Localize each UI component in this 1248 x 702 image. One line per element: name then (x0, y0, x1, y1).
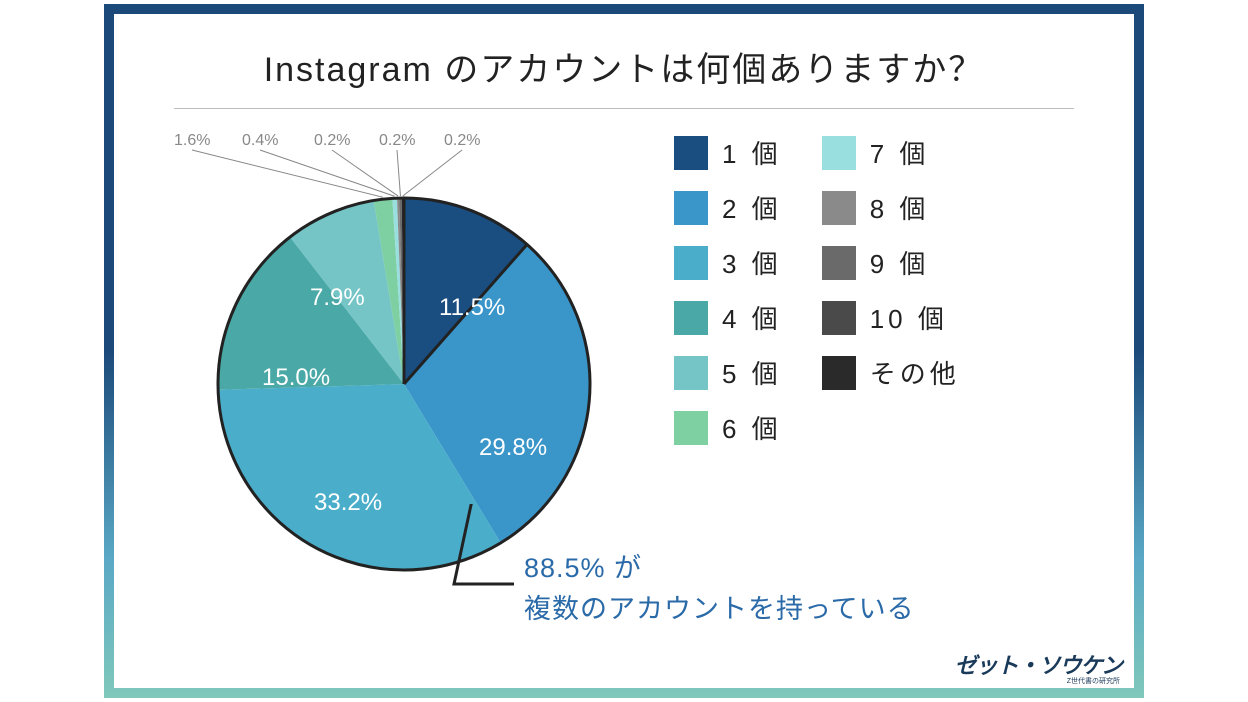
legend-swatch (674, 356, 708, 390)
legend-swatch (822, 191, 856, 225)
legend-label: 5 個 (722, 354, 782, 391)
legend-item: 3 個 (674, 244, 782, 281)
legend-swatch (674, 301, 708, 335)
pie-slice-label: 11.5% (439, 294, 505, 322)
legend-item: 9 個 (822, 244, 960, 281)
legend-item: 5 個 (674, 354, 782, 391)
legend-label: 2 個 (722, 189, 782, 226)
legend-label: 6 個 (722, 409, 782, 446)
legend-swatch (822, 356, 856, 390)
legend-item: 4 個 (674, 299, 782, 336)
legend-label: 7 個 (870, 134, 930, 171)
legend-swatch (822, 246, 856, 280)
legend-item: 7 個 (822, 134, 960, 171)
legend-item: 6 個 (674, 409, 782, 446)
pie-outside-label: 0.2% (379, 132, 415, 150)
legend-item: その他 (822, 354, 960, 391)
callout-line1: 88.5% が (524, 553, 642, 583)
legend-swatch (674, 136, 708, 170)
legend-swatch (674, 246, 708, 280)
legend-label: 4 個 (722, 299, 782, 336)
pie-slice-label: 15.0% (262, 364, 330, 392)
legend-item: 2 個 (674, 189, 782, 226)
legend-label: その他 (870, 354, 960, 391)
brand-subtitle: Z世代書の研究所 (1067, 676, 1120, 686)
title-divider (174, 108, 1074, 109)
chart-title: Instagram のアカウントは何個ありますか？ (114, 42, 1134, 91)
pie-outside-label: 0.2% (444, 132, 480, 150)
legend-label: 1 個 (722, 134, 782, 171)
legend-swatch (674, 411, 708, 445)
legend-swatch (822, 136, 856, 170)
pie-slice-label: 7.9% (310, 284, 365, 312)
legend-label: 9 個 (870, 244, 930, 281)
legend-label: 3 個 (722, 244, 782, 281)
legend-item: 1 個 (674, 134, 782, 171)
legend-label: 10 個 (870, 299, 948, 336)
legend-swatch (674, 191, 708, 225)
legend: 1 個 2 個 3 個 4 個 5 個 6 個 7 個 8 個 9 個 10 個その他 (674, 134, 1094, 446)
pie-slice-label: 29.8% (479, 434, 547, 462)
legend-column-2: 7 個 8 個 9 個 10 個その他 (822, 134, 960, 446)
legend-item: 10 個 (822, 299, 960, 336)
content-panel: Instagram のアカウントは何個ありますか？ 11.5%29.8%33.2… (114, 14, 1134, 688)
legend-label: 8 個 (870, 189, 930, 226)
callout-line2: 複数のアカウントを持っている (524, 594, 915, 624)
legend-column-1: 1 個 2 個 3 個 4 個 5 個 6 個 (674, 134, 782, 446)
legend-swatch (822, 301, 856, 335)
pie-outside-label: 0.2% (314, 132, 350, 150)
pie-outside-label: 0.4% (242, 132, 278, 150)
pie-outside-label: 1.6% (174, 132, 210, 150)
legend-item: 8 個 (822, 189, 960, 226)
outer-gradient-frame: Instagram のアカウントは何個ありますか？ 11.5%29.8%33.2… (104, 4, 1144, 698)
